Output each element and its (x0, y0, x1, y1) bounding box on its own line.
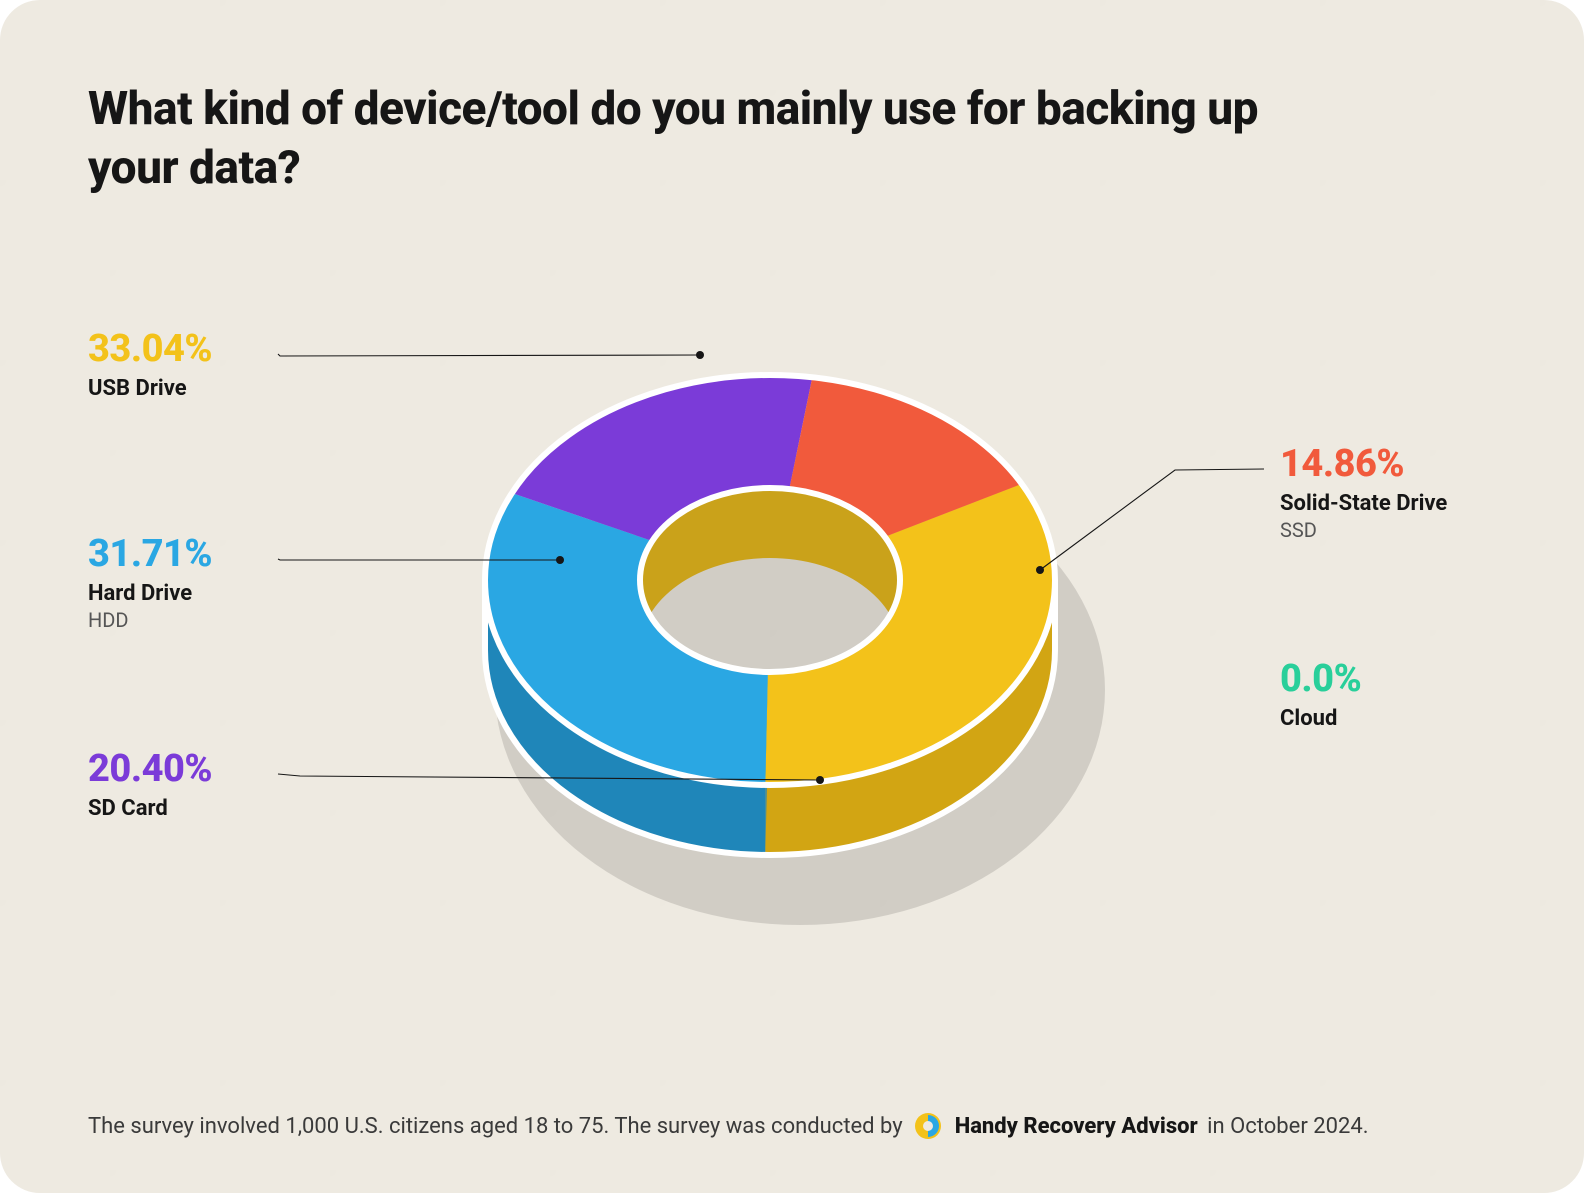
callout-label: Solid-State Drive (1280, 491, 1447, 516)
callout-label: Cloud (1280, 706, 1361, 731)
chart-title: What kind of device/tool do you mainly u… (88, 80, 1288, 198)
footer: The survey involved 1,000 U.S. citizens … (88, 1111, 1496, 1141)
leader-sd (278, 774, 820, 780)
slice-ssd (789, 377, 1021, 537)
infographic-card: What kind of device/tool do you mainly u… (0, 0, 1584, 1193)
footer-pre: The survey involved 1,000 U.S. citizens … (88, 1114, 903, 1139)
footer-post: in October 2024. (1207, 1114, 1368, 1139)
callout-pct: 33.04% (88, 330, 212, 368)
footer-brand: Handy Recovery Advisor (955, 1114, 1198, 1139)
leader-ssd (1040, 469, 1264, 570)
callout-sub: SSD (1280, 518, 1447, 542)
slice-usb (765, 484, 1055, 785)
callout-pct: 31.71% (88, 535, 212, 573)
callout-hdd: 31.71% Hard Drive HDD (88, 535, 212, 632)
callout-sd: 20.40% SD Card (88, 750, 212, 821)
leader-usb (278, 354, 700, 356)
slice-hdd (485, 493, 768, 785)
callout-cloud: 0.0% Cloud (1280, 660, 1361, 731)
leader-hdd (278, 559, 560, 560)
callout-pct: 20.40% (88, 750, 212, 788)
callout-label: Hard Drive (88, 581, 212, 606)
slice-sd (512, 375, 812, 541)
callout-sub: HDD (88, 608, 212, 632)
callout-ssd: 14.86% Solid-State Drive SSD (1280, 445, 1447, 542)
callout-label: USB Drive (88, 376, 212, 401)
callout-label: SD Card (88, 796, 212, 821)
callout-pct: 14.86% (1280, 445, 1447, 483)
callout-usb: 33.04% USB Drive (88, 330, 212, 401)
callout-pct: 0.0% (1280, 660, 1361, 698)
brand-icon (913, 1111, 943, 1141)
